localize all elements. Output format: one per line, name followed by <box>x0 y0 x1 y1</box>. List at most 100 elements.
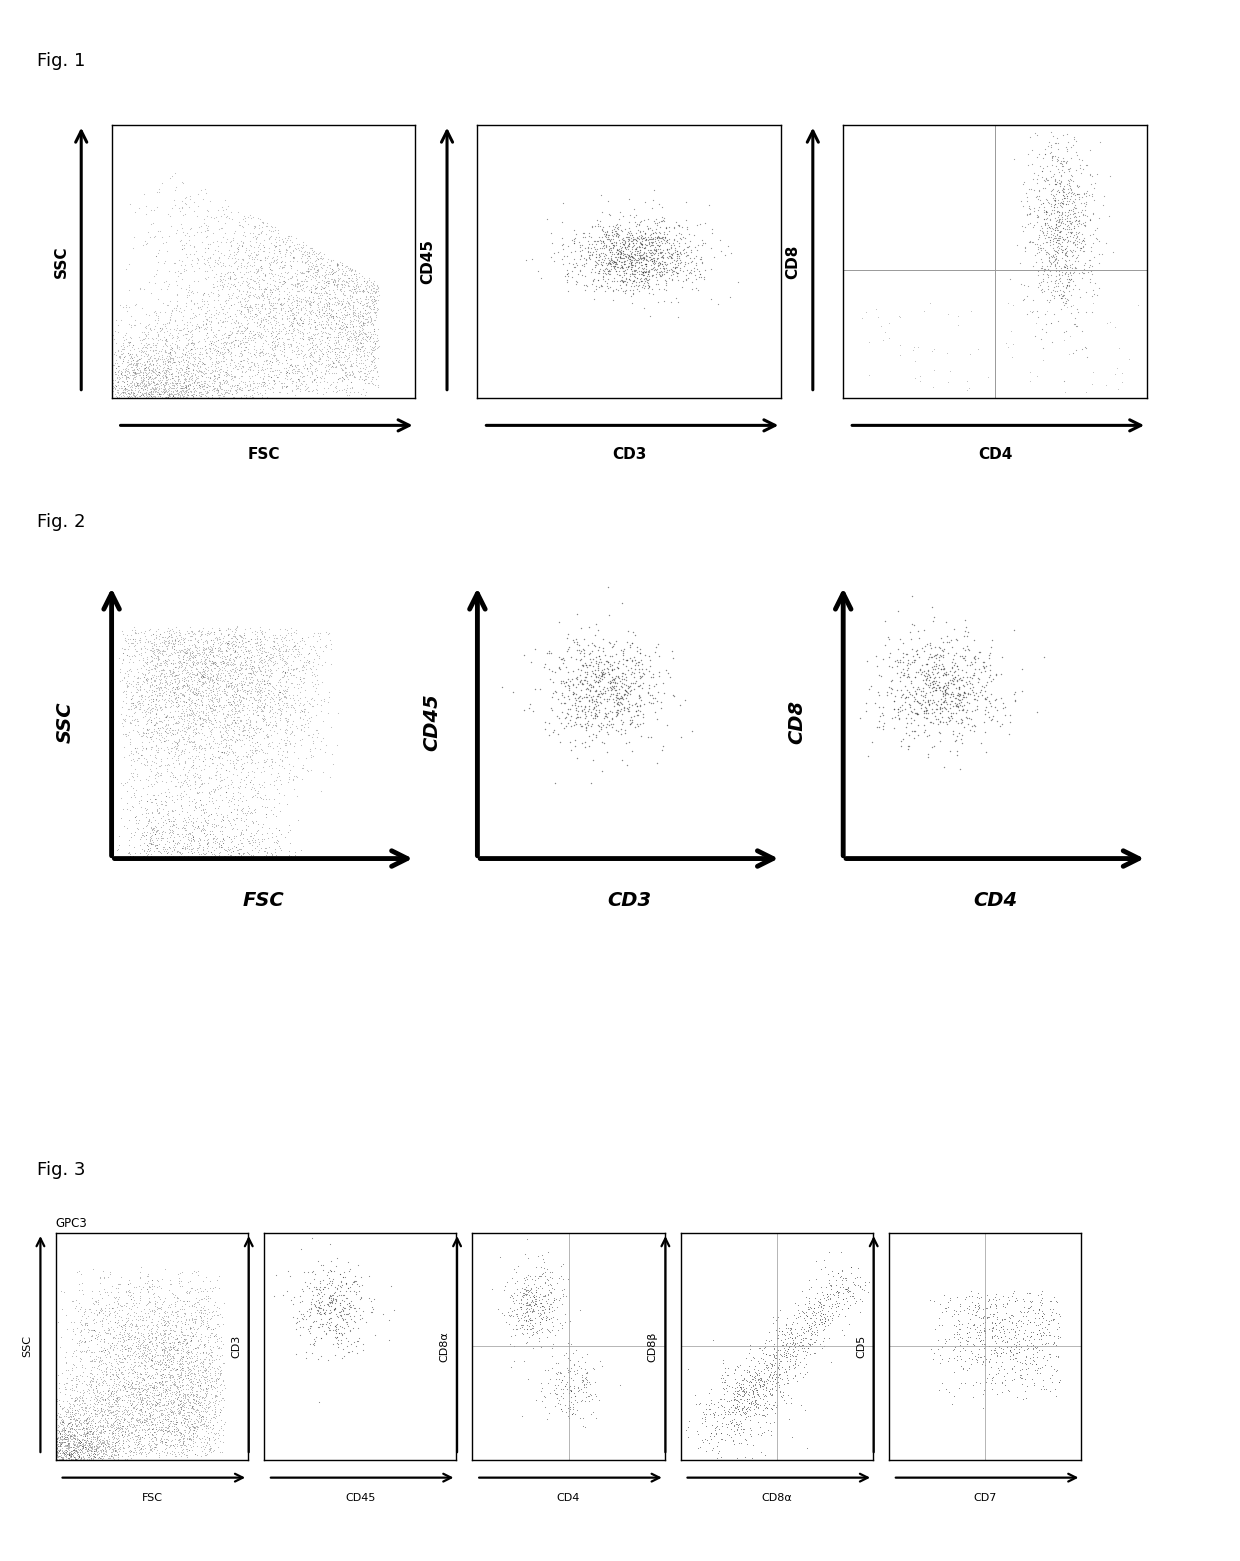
Point <box>98 1378 118 1403</box>
Point <box>640 648 660 673</box>
Point <box>972 682 992 707</box>
Point <box>124 835 144 860</box>
Point <box>103 1296 123 1321</box>
Point <box>53 1410 73 1435</box>
Point <box>270 707 290 732</box>
Point <box>342 258 362 283</box>
Point <box>223 267 243 292</box>
Point <box>743 1344 763 1369</box>
Point <box>980 1350 999 1375</box>
Point <box>1044 1357 1064 1381</box>
Point <box>239 275 259 300</box>
Point <box>206 776 226 801</box>
Point <box>166 384 186 409</box>
Point <box>257 749 277 774</box>
Point <box>203 264 223 289</box>
Point <box>1065 256 1085 281</box>
Point <box>74 1311 94 1336</box>
Point <box>1003 1303 1023 1328</box>
Point <box>1013 1327 1033 1352</box>
Point <box>329 253 348 278</box>
Point <box>79 1441 99 1466</box>
Point <box>1033 229 1053 254</box>
Point <box>114 1428 134 1453</box>
Point <box>123 1358 143 1383</box>
Point <box>131 1410 151 1435</box>
Point <box>143 1307 162 1332</box>
Point <box>109 1428 129 1453</box>
Point <box>175 1289 195 1314</box>
Point <box>61 1441 81 1466</box>
Point <box>166 1313 186 1338</box>
Point <box>350 1286 370 1311</box>
Point <box>627 712 647 737</box>
Point <box>104 1389 124 1414</box>
Point <box>201 365 221 390</box>
Point <box>174 1428 193 1453</box>
Point <box>238 300 258 325</box>
Point <box>1002 1367 1022 1392</box>
Point <box>174 1383 193 1408</box>
Point <box>100 1405 120 1430</box>
Point <box>645 699 665 724</box>
Point <box>1042 178 1061 203</box>
Point <box>172 267 192 292</box>
Point <box>224 701 244 726</box>
Point <box>248 654 268 679</box>
Point <box>340 1294 360 1319</box>
Point <box>171 373 191 398</box>
Point <box>179 345 198 370</box>
Point <box>182 1375 202 1400</box>
Point <box>92 1396 112 1421</box>
Point <box>274 292 294 317</box>
Point <box>599 237 619 262</box>
Point <box>585 702 605 727</box>
Point <box>732 1375 751 1400</box>
Point <box>237 749 257 774</box>
Point <box>304 308 324 332</box>
Point <box>325 375 345 400</box>
Point <box>1044 192 1064 217</box>
Point <box>229 823 249 848</box>
Point <box>915 695 935 720</box>
Point <box>1052 204 1071 229</box>
Point <box>76 1416 95 1441</box>
Point <box>182 336 202 361</box>
Point <box>141 372 161 396</box>
Point <box>324 272 343 297</box>
Point <box>118 356 138 381</box>
Point <box>215 676 234 701</box>
Point <box>193 1300 213 1325</box>
Point <box>277 239 296 264</box>
Point <box>1049 261 1069 286</box>
Point <box>227 745 247 770</box>
Point <box>184 707 203 732</box>
Point <box>227 801 247 826</box>
Point <box>52 1360 72 1385</box>
Point <box>200 1307 219 1332</box>
Point <box>924 643 944 668</box>
Point <box>284 738 304 763</box>
Point <box>594 248 614 273</box>
Point <box>66 1386 86 1411</box>
Point <box>944 1325 963 1350</box>
Point <box>135 1410 155 1435</box>
Point <box>174 643 193 668</box>
Point <box>312 340 332 365</box>
Point <box>760 1381 780 1406</box>
Point <box>185 760 205 785</box>
Point <box>124 365 144 390</box>
Point <box>159 740 179 765</box>
Point <box>205 1361 224 1386</box>
Point <box>197 320 217 345</box>
Point <box>159 381 179 406</box>
Point <box>144 668 164 693</box>
Point <box>150 318 170 343</box>
Point <box>84 1364 104 1389</box>
Point <box>56 1439 76 1464</box>
Point <box>303 1332 322 1357</box>
Point <box>342 326 362 351</box>
Point <box>211 1355 231 1380</box>
Point <box>542 698 562 723</box>
Point <box>175 1385 195 1410</box>
